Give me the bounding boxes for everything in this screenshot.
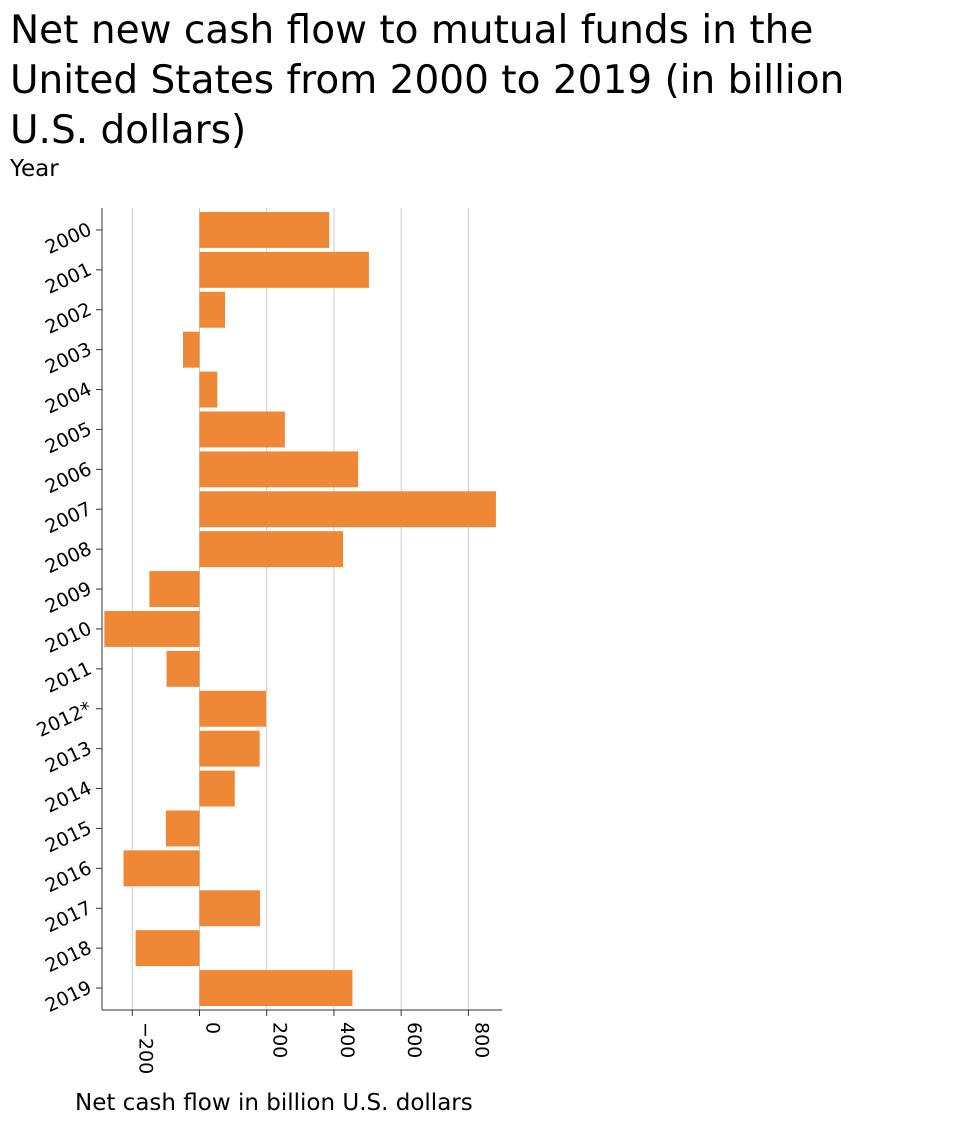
y-tick-label: 2017	[42, 897, 95, 937]
x-axis-label: Net cash flow in billion U.S. dollars	[75, 1090, 473, 1116]
bar-2012	[199, 690, 267, 727]
bar-2019	[199, 970, 353, 1007]
y-tick-label: 2016	[42, 857, 95, 897]
bar-2002	[199, 291, 226, 328]
bar-2017	[199, 890, 260, 927]
y-tick-label: 2013	[42, 737, 95, 777]
bar-2005	[199, 411, 285, 448]
x-tick-label: 200	[269, 1022, 291, 1058]
y-tick-label: 2018	[42, 937, 95, 977]
bar-2006	[199, 451, 359, 488]
y-tick-label: 2005	[42, 418, 95, 458]
y-tick-label: 2008	[42, 538, 95, 578]
bar-2011	[166, 650, 200, 687]
x-tick-label: 400	[336, 1022, 358, 1058]
bar-2013	[199, 730, 260, 767]
x-tick-label: 800	[470, 1022, 492, 1058]
y-tick-label: 2001	[42, 258, 95, 298]
y-tick-label: 2015	[42, 817, 95, 857]
chart-title: Net new cash flow to mutual funds in the…	[10, 6, 960, 156]
x-tick-label: 600	[403, 1022, 425, 1058]
chart-title-line-2: United States from 2000 to 2019 (in bill…	[10, 58, 845, 103]
y-tick-label: 2014	[42, 777, 95, 817]
bar-2008	[199, 531, 344, 568]
y-tick-label: 2006	[42, 458, 95, 498]
y-tick-label: 2004	[42, 378, 95, 418]
y-tick-label: 2000	[42, 219, 95, 259]
chart-title-line-3: U.S. dollars)	[10, 108, 247, 153]
y-tick-label: 2019	[42, 977, 95, 1017]
bar-2003	[183, 331, 200, 368]
y-tick-label: 2011	[42, 657, 95, 697]
bar-2010	[104, 610, 200, 647]
bar-2014	[199, 770, 235, 807]
bar-2000	[199, 211, 330, 248]
y-tick-label: 2010	[42, 618, 95, 658]
x-tick-label: −200	[134, 1022, 156, 1074]
bar-2015	[165, 810, 200, 847]
bar-2009	[149, 571, 200, 608]
y-axis-label: Year	[10, 156, 59, 182]
bar-2001	[199, 251, 369, 288]
y-tick-label: 2009	[42, 578, 95, 618]
y-tick-label: 2002	[42, 298, 95, 338]
x-tick-label: 0	[201, 1022, 223, 1034]
y-tick-label: 2012*	[33, 697, 95, 741]
chart-title-line-1: Net new cash flow to mutual funds in the	[10, 8, 814, 53]
bar-2007	[199, 491, 496, 528]
bar-2016	[123, 850, 200, 887]
y-tick-label: 2003	[42, 338, 95, 378]
y-tick-label: 2007	[42, 498, 95, 538]
bar-2004	[199, 371, 218, 408]
bar-2018	[135, 930, 200, 967]
